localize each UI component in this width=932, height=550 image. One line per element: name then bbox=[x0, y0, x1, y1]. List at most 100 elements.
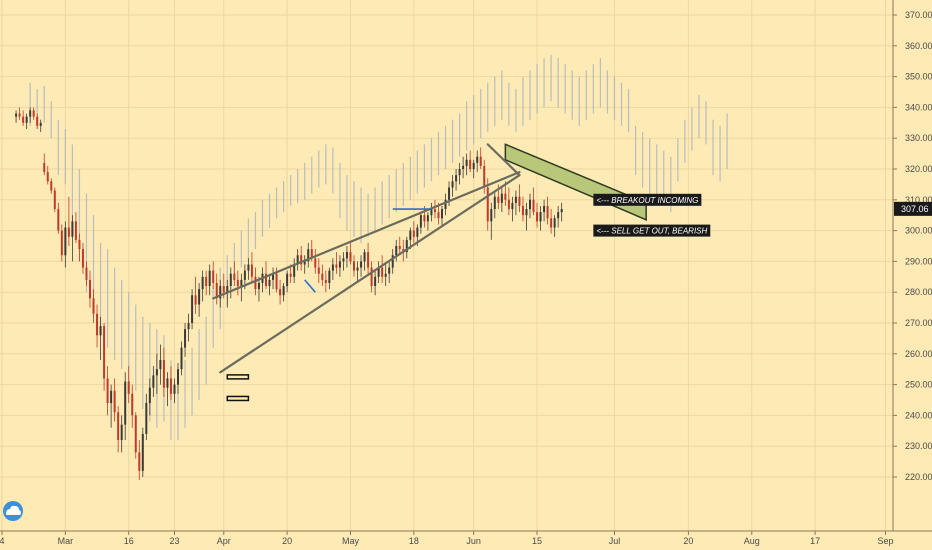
candle bbox=[536, 202, 539, 228]
candle bbox=[433, 199, 436, 219]
candle-body bbox=[409, 230, 412, 240]
price-tick-label: 340.00 bbox=[905, 102, 932, 112]
candle-body bbox=[437, 212, 440, 219]
candle bbox=[205, 270, 208, 296]
candle bbox=[43, 153, 46, 176]
candle-body bbox=[215, 282, 218, 299]
candle-body bbox=[377, 267, 380, 277]
candle bbox=[152, 366, 155, 397]
candle bbox=[272, 267, 275, 290]
candle bbox=[46, 165, 49, 185]
candle bbox=[419, 212, 422, 234]
candle-body bbox=[395, 246, 398, 256]
candle bbox=[469, 150, 472, 173]
candle bbox=[395, 239, 398, 262]
candle-body bbox=[469, 159, 472, 169]
candle bbox=[490, 202, 493, 240]
candle-body bbox=[331, 264, 334, 271]
time-tick-label: Mar bbox=[58, 536, 74, 546]
candle-body bbox=[293, 264, 296, 277]
time-tick-label: Sep bbox=[878, 536, 894, 546]
candle bbox=[155, 353, 158, 394]
candle bbox=[173, 378, 176, 404]
annotation-callout[interactable]: <--- BREAKOUT INCOMING bbox=[593, 193, 702, 206]
candle bbox=[300, 246, 303, 271]
candle bbox=[507, 187, 510, 216]
candle-body bbox=[268, 279, 271, 287]
candle bbox=[543, 199, 546, 222]
candle-body bbox=[289, 273, 292, 277]
candle-body bbox=[423, 215, 426, 222]
candle bbox=[303, 255, 306, 274]
candle-body bbox=[317, 267, 320, 274]
candle-body bbox=[455, 175, 458, 182]
candle-body bbox=[504, 193, 507, 200]
tradingview-cloud-icon[interactable] bbox=[3, 501, 23, 521]
candle-body bbox=[367, 252, 370, 268]
candle bbox=[546, 196, 549, 225]
candle-body bbox=[106, 378, 109, 404]
candle bbox=[314, 249, 317, 274]
wedge-lower-line[interactable] bbox=[219, 174, 521, 374]
candle-body bbox=[29, 110, 32, 117]
candle bbox=[514, 190, 517, 216]
candle-body bbox=[560, 209, 563, 213]
candle bbox=[321, 264, 324, 287]
candle-body bbox=[282, 286, 285, 296]
candle-body bbox=[208, 270, 211, 287]
candle bbox=[296, 249, 299, 271]
candle-body bbox=[448, 187, 451, 200]
candle bbox=[282, 282, 285, 302]
last-price-background bbox=[894, 201, 932, 216]
diagonal-blue-mark[interactable] bbox=[304, 279, 316, 293]
time-tick-label: 20 bbox=[282, 536, 292, 546]
candle bbox=[353, 255, 355, 277]
candle bbox=[117, 406, 120, 453]
candle-body bbox=[22, 116, 25, 123]
candle bbox=[198, 282, 201, 317]
wedge-upper-line[interactable] bbox=[212, 170, 521, 300]
candle-body bbox=[388, 267, 391, 274]
candle bbox=[60, 224, 63, 262]
time-tick-label: 4 bbox=[0, 536, 5, 546]
candle-body bbox=[265, 273, 267, 287]
candle bbox=[430, 202, 433, 222]
annotation-callout[interactable]: <--- SELL GET OUT, BEARISH bbox=[593, 224, 711, 237]
candle-body bbox=[525, 209, 528, 216]
price-tick-label: 270.00 bbox=[905, 318, 932, 328]
candle-body bbox=[71, 221, 74, 237]
candle bbox=[360, 255, 363, 277]
candle bbox=[398, 236, 401, 256]
candle-body bbox=[521, 205, 524, 216]
candle bbox=[560, 202, 563, 222]
candle bbox=[525, 202, 528, 231]
candle bbox=[159, 344, 162, 385]
candle bbox=[71, 215, 74, 262]
candle-body bbox=[201, 276, 204, 290]
candle bbox=[180, 341, 183, 376]
candle-body bbox=[131, 393, 134, 416]
wedge-top-guide-line[interactable] bbox=[486, 143, 521, 177]
annotation-text: <--- BREAKOUT INCOMING bbox=[596, 196, 698, 205]
candle bbox=[286, 270, 289, 293]
candle bbox=[127, 366, 130, 404]
candle bbox=[409, 227, 412, 250]
candle bbox=[67, 196, 70, 246]
candle-body bbox=[250, 264, 253, 277]
candle-body bbox=[416, 227, 419, 237]
consolidation-box-bottom[interactable] bbox=[226, 395, 250, 402]
candlesticks bbox=[15, 107, 563, 481]
candle bbox=[187, 313, 190, 342]
candle bbox=[328, 267, 331, 290]
candle-body bbox=[356, 267, 359, 271]
candle-body bbox=[159, 359, 162, 370]
candle bbox=[367, 242, 370, 274]
candle bbox=[500, 187, 503, 213]
price-tick-label: 280.00 bbox=[905, 287, 932, 297]
consolidation-box-top[interactable] bbox=[226, 374, 250, 380]
candle-body bbox=[458, 169, 461, 176]
candle-body bbox=[257, 282, 260, 290]
candle bbox=[342, 252, 345, 271]
logo[interactable] bbox=[3, 501, 23, 521]
